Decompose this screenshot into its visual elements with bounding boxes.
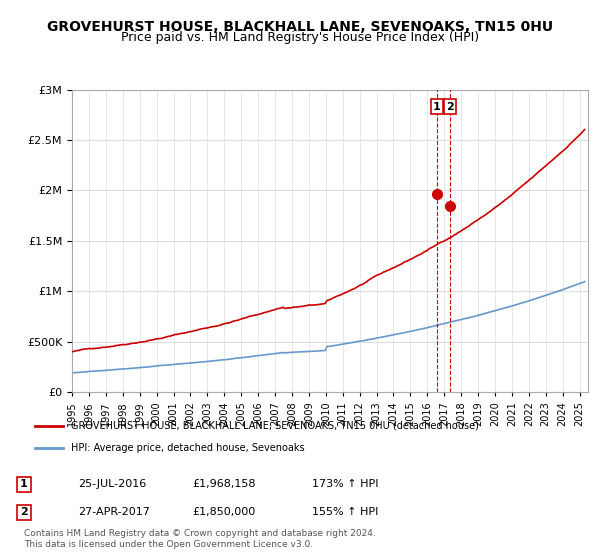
Text: 2: 2 (20, 507, 28, 517)
Text: 1: 1 (20, 479, 28, 489)
Text: GROVEHURST HOUSE, BLACKHALL LANE, SEVENOAKS, TN15 0HU: GROVEHURST HOUSE, BLACKHALL LANE, SEVENO… (47, 20, 553, 34)
Text: HPI: Average price, detached house, Sevenoaks: HPI: Average price, detached house, Seve… (71, 443, 305, 453)
Text: 155% ↑ HPI: 155% ↑ HPI (312, 507, 379, 517)
Text: 1: 1 (433, 102, 440, 111)
Text: GROVEHURST HOUSE, BLACKHALL LANE, SEVENOAKS, TN15 0HU (detached house): GROVEHURST HOUSE, BLACKHALL LANE, SEVENO… (71, 421, 479, 431)
Text: £1,850,000: £1,850,000 (192, 507, 255, 517)
Text: Price paid vs. HM Land Registry's House Price Index (HPI): Price paid vs. HM Land Registry's House … (121, 31, 479, 44)
Text: Contains HM Land Registry data © Crown copyright and database right 2024.
This d: Contains HM Land Registry data © Crown c… (24, 529, 376, 549)
Text: £1,968,158: £1,968,158 (192, 479, 256, 489)
Text: 2: 2 (446, 102, 454, 111)
Text: 25-JUL-2016: 25-JUL-2016 (78, 479, 146, 489)
Text: 27-APR-2017: 27-APR-2017 (78, 507, 150, 517)
Text: 173% ↑ HPI: 173% ↑ HPI (312, 479, 379, 489)
